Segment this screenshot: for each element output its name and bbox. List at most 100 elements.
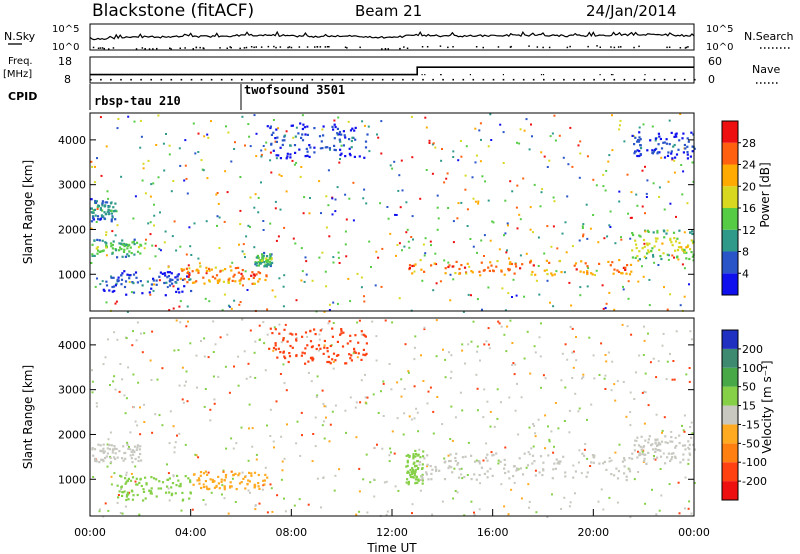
nave-dot [241,78,243,81]
power-speckle [208,300,211,303]
power-cell [121,255,124,258]
velocity-speckle [407,370,410,373]
velocity-cell [450,466,453,469]
velocity-cell [115,447,118,451]
velocity-cell [639,453,642,456]
velocity-speckle [414,335,417,338]
velocity-speckle [564,386,567,389]
power-cell [676,237,679,240]
nave-dot [673,78,676,81]
power-cell [675,132,678,135]
power-cell [190,289,193,293]
velocity-speckle [689,426,692,428]
velocity-cell [258,487,261,490]
velocity-cell [406,459,409,462]
velocity-speckle [528,426,531,429]
velocity-speckle [235,442,238,445]
velocity-speckle [641,391,644,394]
velocity-speckle [266,511,269,514]
velocity-cell [323,346,326,349]
power-cell [181,290,184,293]
power-speckle [223,220,226,223]
velocity-cell [329,362,332,365]
power-speckle [162,142,165,145]
power-speckle [432,142,435,145]
power-speckle [188,267,191,270]
velocity-speckle [213,398,216,401]
power-speckle [660,156,663,159]
velocity-speckle [134,420,137,423]
velocity-speckle [538,336,541,339]
velocity-cell [581,452,584,455]
velocity-speckle [626,325,629,328]
velocity-speckle [633,398,636,400]
power-speckle [278,173,281,176]
noise-search-dot [250,46,253,48]
power-speckle [105,234,108,236]
velocity-cell [91,447,94,450]
velocity-speckle [202,483,205,486]
power-speckle [507,292,510,295]
velocity-speckle [110,475,113,478]
power-cell [120,283,123,286]
velocity-cell [422,455,425,458]
velocity-cell [664,441,667,444]
power-speckle [405,201,408,204]
velocity-cell [262,479,265,482]
velocity-speckle [534,351,537,354]
velocity-cell [512,475,515,478]
nave-dot [694,78,696,81]
power-cell [339,148,342,151]
power-cell [322,125,325,128]
velocity-cell [331,358,334,361]
power-speckle [158,247,161,250]
velocity-cell [678,434,681,437]
power-speckle [505,251,508,254]
power-speckle [91,165,94,168]
power-speckle [673,171,676,174]
power-cell [102,288,105,291]
power-speckle [272,119,275,121]
velocity-cell [417,479,420,482]
power-cell [618,259,621,262]
power-speckle [396,244,399,246]
velocity-cell [188,497,191,500]
power-speckle [594,274,596,277]
power-speckle [329,148,331,151]
power-speckle [683,295,686,298]
velocity-cell [365,352,368,355]
velocity-speckle [443,457,446,460]
velocity-speckle [427,390,430,393]
velocity-speckle [213,402,216,405]
velocity-speckle [681,424,683,427]
power-speckle [94,285,97,288]
velocity-speckle [249,491,251,494]
power-speckle [376,133,378,136]
noise-search-dot [685,46,688,49]
power-cell [103,211,106,214]
velocity-cell [647,438,650,441]
velocity-cell [126,479,129,483]
velocity-cell [448,460,451,463]
nave-dot [542,74,545,76]
power-cell [114,218,117,221]
power-speckle [363,124,366,127]
velocity-cell [633,449,636,452]
power-cell [233,273,236,276]
power-cell [94,201,98,204]
velocity-speckle [119,512,122,514]
velocity-cell [179,482,182,485]
power-speckle [264,148,267,151]
date-title: 24/Jan/2014 [586,2,677,20]
power-cell [656,151,660,154]
velocity-colorbar-swatch [722,424,738,444]
velocity-speckle [613,383,616,386]
power-speckle [172,180,175,182]
velocity-speckle [248,427,250,430]
velocity-speckle [539,355,542,358]
power-cell [636,140,639,143]
power-speckle [367,125,370,128]
velocity-speckle [654,458,657,461]
frequency-tick-top: 18 [58,55,72,68]
power-cell [286,152,289,155]
